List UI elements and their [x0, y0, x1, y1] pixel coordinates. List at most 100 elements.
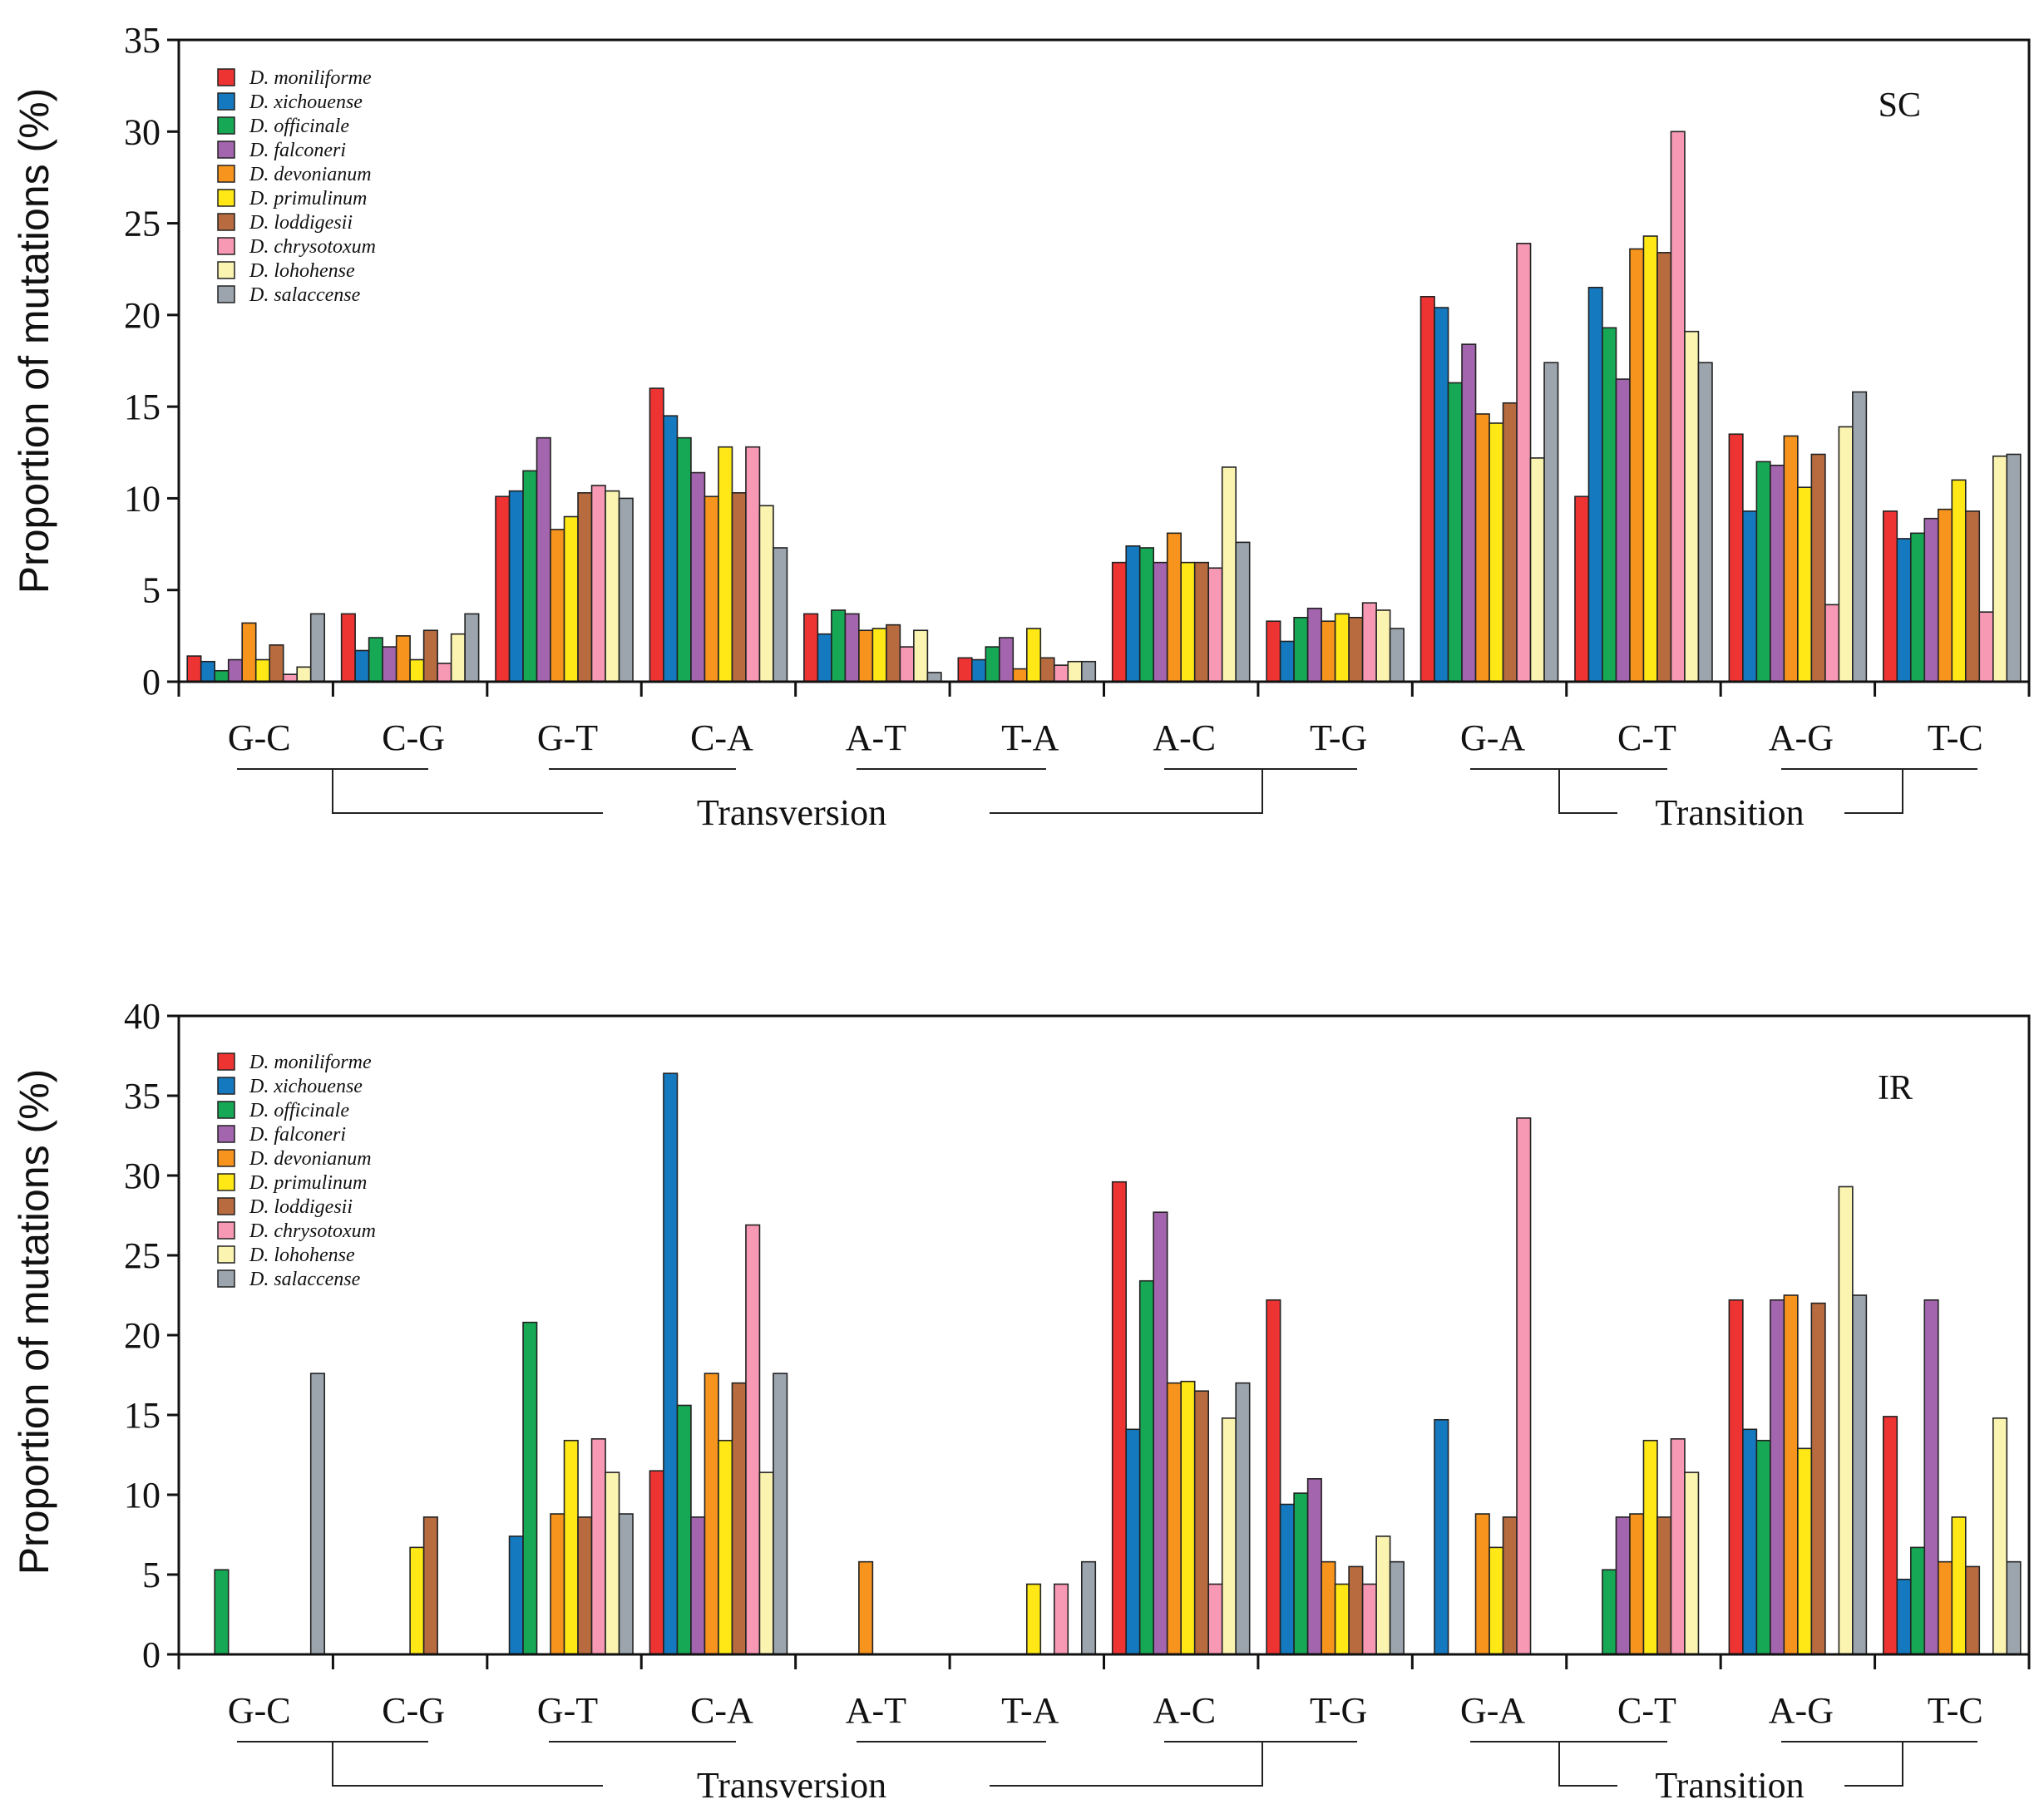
sc-bar-C-G-d-loddigesii	[422, 629, 438, 683]
ir-y-tick-label: 40	[124, 996, 160, 1037]
ir-bar-T-G-d-chrysotoxum	[1361, 1583, 1377, 1655]
sc-y-tick-label: 35	[124, 20, 160, 61]
sc-x-tick-label: C-G	[382, 717, 445, 758]
ir-bar-A-G-d-falconeri	[1770, 1299, 1785, 1655]
ir-y-tick-label: 15	[124, 1395, 160, 1436]
sc-bar-A-C-d-salaccense	[1235, 541, 1251, 683]
ir-transversion-bracket-left	[332, 1742, 603, 1787]
sc-bar-C-G-d-devonianum	[395, 635, 411, 683]
ir-legend-swatch	[217, 1077, 235, 1095]
ir-group-brackets: Transversion Transition	[237, 1741, 1977, 1806]
sc-group-brackets: Transversion Transition	[237, 768, 1977, 833]
sc-transition-label: Transition	[1655, 792, 1804, 833]
ir-legend-label: D. devonianum	[249, 1148, 372, 1170]
sc-bar-T-A-d-lohohense	[1067, 660, 1083, 683]
sc-transversion-bracket-right	[990, 769, 1263, 814]
sc-x-tick-label: C-A	[690, 717, 753, 758]
sc-bar-A-G-d-chrysotoxum	[1824, 604, 1840, 683]
sc-x-tick-label: G-C	[228, 717, 291, 758]
sc-legend-swatch	[217, 165, 235, 183]
sc-bar-C-A-d-moniliforme	[649, 387, 664, 683]
sc-bar-A-T-d-chrysotoxum	[899, 646, 915, 683]
sc-x-ticks: G-C C-G G-T C-A A-T T-A A-C T-G G-A C-T A-G T-C	[177, 682, 2031, 758]
sc-bar-A-C-d-moniliforme	[1111, 561, 1128, 683]
sc-bar-T-G-d-loddigesii	[1348, 616, 1364, 683]
sc-bar-C-A-d-officinale	[676, 436, 692, 683]
sc-bar-G-T-d-primulinum	[563, 515, 579, 683]
ir-bar-G-A-d-xichouense	[1434, 1418, 1449, 1655]
sc-bar-C-A-d-loddigesii	[731, 492, 747, 683]
sc-bar-A-C-d-loddigesii	[1193, 561, 1210, 683]
ir-y-tick-label: 35	[124, 1076, 160, 1116]
sc-bar-A-G-d-xichouense	[1742, 510, 1758, 683]
ir-transversion-bracket-right	[990, 1742, 1263, 1787]
sc-bar-C-T-d-officinale	[1602, 327, 1617, 683]
sc-bar-C-A-d-xichouense	[663, 415, 679, 683]
ir-bar-T-G-d-salaccense	[1389, 1560, 1405, 1655]
ir-legend-swatch	[217, 1125, 235, 1143]
sc-bar-T-C-d-xichouense	[1896, 538, 1912, 683]
sc-bar-A-C-d-chrysotoxum	[1207, 567, 1223, 683]
sc-bar-A-T-d-moniliforme	[803, 613, 819, 683]
ir-bar-G-T-d-lohohense	[605, 1471, 620, 1655]
ir-legend-label: D. chrysotoxum	[249, 1220, 376, 1242]
sc-bar-T-A-d-loddigesii	[1039, 657, 1055, 683]
ir-bar-C-A-d-salaccense	[773, 1373, 788, 1655]
sc-bar-T-G-d-xichouense	[1279, 640, 1295, 683]
ir-bar-T-G-d-devonianum	[1321, 1560, 1336, 1655]
ir-bar-T-G-d-xichouense	[1279, 1503, 1295, 1655]
sc-bar-A-G-d-moniliforme	[1728, 433, 1744, 683]
sc-bar-T-G-d-chrysotoxum	[1361, 602, 1377, 683]
sc-bar-A-C-d-falconeri	[1153, 561, 1168, 683]
ir-bar-C-T-d-loddigesii	[1656, 1516, 1672, 1655]
ir-bar-T-A-d-primulinum	[1025, 1583, 1042, 1655]
sc-bar-A-T-d-salaccense	[926, 672, 942, 683]
sc-legend-swatch	[217, 261, 235, 279]
sc-transversion-bracket-left	[332, 769, 603, 814]
sc-bar-T-G-d-moniliforme	[1266, 620, 1281, 683]
ir-panel: Proportion of mutations (%) IR 0 5 10 15 20 2…	[11, 996, 2031, 1806]
ir-bar-A-C-d-officinale	[1138, 1279, 1155, 1655]
sc-bar-G-C-d-loddigesii	[269, 644, 284, 683]
sc-bar-C-G-d-moniliforme	[340, 613, 356, 683]
sc-bar-T-A-d-falconeri	[998, 637, 1015, 683]
ir-bar-T-G-d-lohohense	[1375, 1535, 1391, 1655]
sc-bar-T-A-d-primulinum	[1025, 628, 1042, 683]
sc-bar-A-G-d-devonianum	[1783, 435, 1799, 683]
ir-legend-swatch	[217, 1173, 235, 1191]
sc-bar-G-C-d-moniliforme	[186, 655, 202, 683]
ir-x-tick-label: G-T	[537, 1690, 598, 1731]
sc-bar-G-A-d-chrysotoxum	[1516, 243, 1532, 683]
ir-bar-T-C-d-falconeri	[1923, 1299, 1939, 1655]
ir-bar-A-C-d-primulinum	[1180, 1380, 1196, 1655]
sc-bar-T-C-d-chrysotoxum	[1978, 611, 1994, 683]
ir-bar-G-C-d-officinale	[214, 1569, 230, 1655]
sc-panel-tag: SC	[1879, 86, 1921, 125]
sc-legend-label: D. officinale	[249, 116, 349, 137]
sc-bar-C-G-d-lohohense	[450, 633, 466, 683]
ir-bar-G-T-d-xichouense	[508, 1535, 524, 1655]
sc-bar-G-T-d-xichouense	[508, 490, 524, 683]
sc-bar-A-G-d-primulinum	[1797, 486, 1813, 683]
ir-x-tick-label: T-C	[1928, 1690, 1983, 1731]
ir-transversion-label: Transversion	[697, 1765, 886, 1806]
sc-x-tick-label: A-C	[1153, 717, 1216, 758]
ir-bar-G-A-d-loddigesii	[1502, 1516, 1518, 1655]
ir-bar-A-C-d-chrysotoxum	[1207, 1583, 1223, 1655]
sc-bar-A-G-d-falconeri	[1770, 464, 1785, 683]
sc-x-tick-label: T-C	[1928, 717, 1983, 758]
sc-bar-A-C-d-officinale	[1138, 547, 1155, 683]
ir-bar-C-A-d-devonianum	[704, 1373, 719, 1655]
sc-bar-C-G-d-primulinum	[409, 658, 425, 683]
ir-bar-C-T-d-officinale	[1602, 1569, 1617, 1655]
ir-bar-A-G-d-lohohense	[1838, 1186, 1854, 1655]
sc-bar-T-C-d-officinale	[1909, 532, 1926, 683]
ir-bar-C-G-d-loddigesii	[422, 1516, 438, 1655]
ir-x-tick-label: C-T	[1617, 1690, 1676, 1731]
sc-bar-G-C-d-lohohense	[296, 666, 312, 683]
sc-x-tick-label: G-T	[537, 717, 598, 758]
sc-bar-C-A-d-chrysotoxum	[745, 446, 761, 683]
sc-bar-C-A-d-falconeri	[690, 471, 706, 683]
sc-legend-label: D. primulinum	[249, 188, 367, 209]
